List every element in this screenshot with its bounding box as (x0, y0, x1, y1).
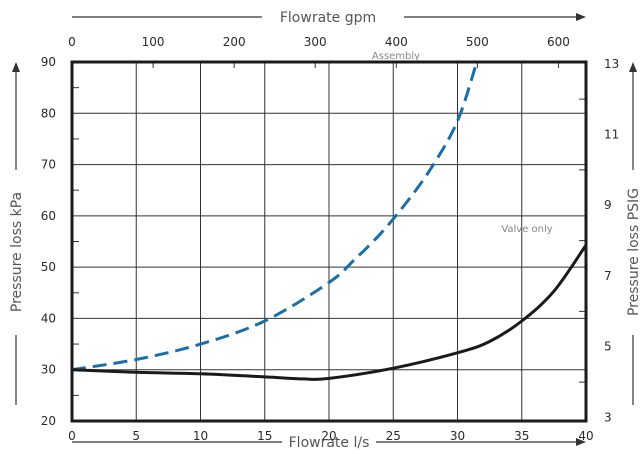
top-tick-label: 600 (547, 35, 570, 49)
left-axis-title-group: Pressure loss kPa (9, 62, 25, 405)
left-tick-label: 70 (41, 158, 56, 172)
bottom-tick-label: 40 (578, 429, 593, 443)
grid-layer (72, 62, 586, 421)
left-tick-label: 80 (41, 106, 56, 120)
plot-frame (70, 60, 588, 423)
bottom-tick-label: 10 (193, 429, 208, 443)
right-tick-label: 3 (604, 410, 612, 424)
left-tick-label: 60 (41, 209, 56, 223)
bottom-tick-label: 20 (321, 429, 336, 443)
right-tick-labels: 3 5 7 9 11 13 (604, 57, 619, 425)
right-tick-label: 11 (604, 128, 619, 142)
series-line-valve-only (71, 244, 588, 381)
top-tick-label: 100 (142, 35, 165, 49)
top-axis-arrow-icon (576, 13, 586, 21)
series-label-valve-only: Valve only (501, 224, 552, 235)
right-tick-label: 9 (604, 198, 612, 212)
bottom-tick-label: 25 (386, 429, 401, 443)
right-tick-label: 13 (604, 57, 619, 71)
left-tick-labels: 20 30 40 50 60 70 80 90 (41, 55, 56, 428)
series-label-assembly: Assembly (372, 51, 420, 62)
right-tick-label: 7 (604, 269, 612, 283)
top-tick-label: 0 (68, 35, 76, 49)
bottom-axis-title-group: Flowrate l/s (72, 435, 586, 451)
right-axis-arrow-icon (629, 62, 637, 72)
left-axis-title: Pressure loss kPa (9, 192, 25, 312)
top-axis-title-group: Flowrate gpm (72, 10, 586, 26)
series-line-assembly (71, 61, 479, 372)
bottom-tick-label: 0 (68, 429, 76, 443)
right-tick-label: 5 (604, 340, 612, 354)
right-axis-title-group: Pressure loss PSIG (626, 62, 641, 405)
bottom-axis-title: Flowrate l/s (289, 435, 370, 451)
top-tick-labels: 0 100 200 300 400 500 600 (68, 35, 570, 49)
bottom-tick-label: 5 (132, 429, 140, 443)
bottom-tick-label: 35 (514, 429, 529, 443)
right-axis-title: Pressure loss PSIG (626, 188, 641, 316)
top-tick-label: 200 (223, 35, 246, 49)
left-tick-label: 40 (41, 311, 56, 325)
bottom-tick-label: 15 (257, 429, 272, 443)
top-tick-label: 500 (466, 35, 489, 49)
bottom-tick-label: 30 (450, 429, 465, 443)
left-tick-label: 30 (41, 363, 56, 377)
top-tick-label: 300 (304, 35, 327, 49)
top-axis-title: Flowrate gpm (280, 10, 376, 26)
left-tick-label: 20 (41, 414, 56, 428)
left-tick-label: 90 (41, 55, 56, 69)
left-tick-label: 50 (41, 260, 56, 274)
bottom-axis-arrow-icon (576, 438, 586, 446)
bottom-tick-labels: 0 5 10 15 20 25 30 35 40 (68, 429, 593, 443)
top-tick-label: 400 (385, 35, 408, 49)
left-axis-arrow-icon (12, 62, 20, 72)
series-layer (71, 61, 588, 381)
